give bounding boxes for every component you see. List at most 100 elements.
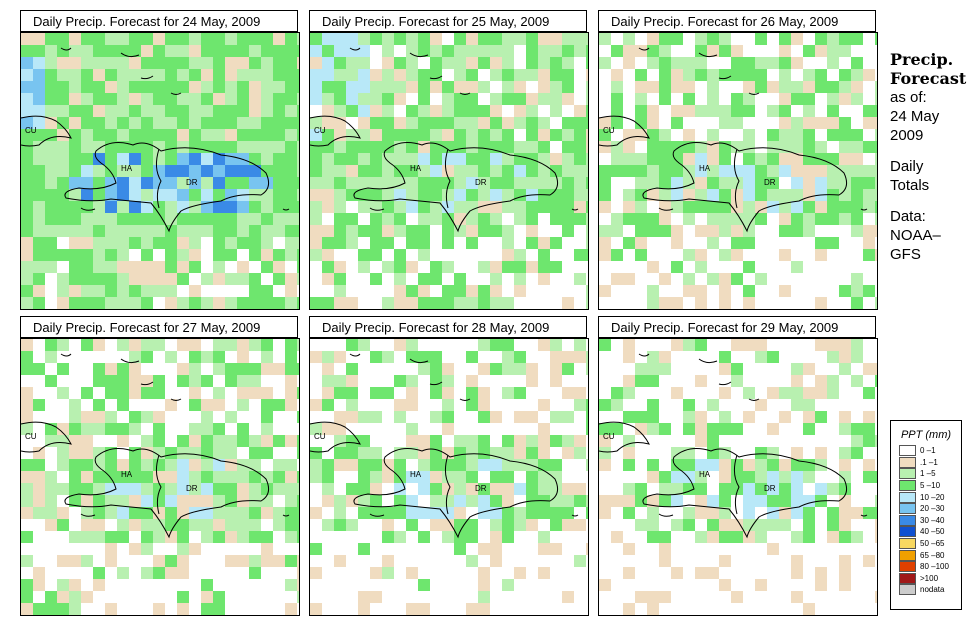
precip-cell [418,165,430,177]
precip-cell [117,165,129,177]
precip-cell [478,363,490,375]
forecast-info: Precip. Forecast as of: 24 May 2009 Dail… [890,50,975,264]
precip-cell [623,567,635,579]
precip-cell [466,285,478,297]
precip-cell [201,57,213,69]
precip-cell [611,69,623,81]
precip-cell [719,423,731,435]
precip-cell [719,471,731,483]
precip-cell [69,237,81,249]
precip-cell [707,33,719,45]
precip-cell [261,387,273,399]
precip-cell [755,447,767,459]
precip-cell [719,273,731,285]
precip-cell [45,495,57,507]
precip-cell [370,33,382,45]
precip-cell [586,543,588,555]
precip-cell [586,33,588,45]
precip-cell [346,237,358,249]
legend-item: >100 [899,572,961,585]
precip-cell [117,519,129,531]
precip-cell [225,363,237,375]
precip-cell [370,213,382,225]
precip-cell [382,351,394,363]
precip-cell [430,483,442,495]
precip-cell [297,33,299,45]
legend-item: 20 –30 [899,503,961,515]
legend-item: 50 –65 [899,538,961,550]
precip-cell [285,273,297,285]
precip-cell [791,447,803,459]
precip-cell [526,519,538,531]
precip-cell [538,153,550,165]
precip-cell [418,603,430,615]
precip-cell [322,33,334,45]
precip-cell [490,153,502,165]
panel-title: Daily Precip. Forecast for 28 May, 2009 [309,316,587,338]
island-coastline [140,381,154,386]
precip-cell [213,519,225,531]
precip-cell [490,411,502,423]
legend-label: 40 –50 [920,527,945,537]
precip-cell [81,69,93,81]
precip-cell [358,57,370,69]
precip-cell [406,237,418,249]
precip-cell [827,129,839,141]
precip-cell [442,285,454,297]
legend-item: 40 –50 [899,526,961,538]
precip-cell [322,351,334,363]
precip-cell [129,261,141,273]
precip-cell [719,387,731,399]
precip-cell [129,495,141,507]
precip-cell [81,555,93,567]
precip-cell [237,531,249,543]
precip-cell [659,213,671,225]
precip-cell [562,351,574,363]
forecast-panel-may-28: Daily Precip. Forecast for 28 May, 2009 … [309,316,589,616]
precip-cell [574,555,586,567]
precip-cell [237,69,249,81]
precip-cell [611,141,623,153]
precip-cell [334,411,346,423]
precip-cell [33,237,45,249]
as-of-label: as of: [890,89,927,106]
precip-cell [671,33,683,45]
precip-cell [406,567,418,579]
precip-cell [201,165,213,177]
precip-cell [297,261,299,273]
precip-cell [189,117,201,129]
island-coastline [369,513,385,517]
precip-cell [430,201,442,213]
precip-cell [237,141,249,153]
legend-item: .1 –1 [899,456,961,469]
precip-cell [683,399,695,411]
precip-cell [827,375,839,387]
precip-cell [430,213,442,225]
precip-cell [117,189,129,201]
precip-cell [683,93,695,105]
precip-cell [623,141,635,153]
precip-cell [213,507,225,519]
precip-cell [225,213,237,225]
precip-cell [310,423,322,435]
precip-cell [237,399,249,411]
precip-cell [611,225,623,237]
precip-cell [189,45,201,57]
precip-cell [707,507,719,519]
precip-cell [767,447,779,459]
precip-cell [273,69,285,81]
precip-cell [671,105,683,117]
precip-cell [273,201,285,213]
legend-swatch [899,468,916,480]
precip-cell [141,189,153,201]
precip-cell [382,81,394,93]
precip-cell [237,435,249,447]
precip-cell [201,603,213,615]
precip-cell [394,507,406,519]
island-coastline [429,381,443,386]
precip-cell [69,249,81,261]
precip-cell [177,483,189,495]
precip-cell [851,57,863,69]
precip-cell [707,129,719,141]
island-coastline [120,358,140,364]
